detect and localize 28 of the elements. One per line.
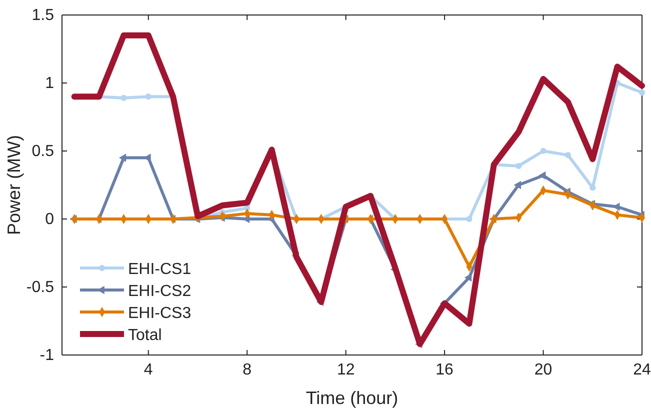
legend-label: EHI-CS1 — [128, 261, 192, 278]
legend-label: Total — [128, 327, 162, 344]
y-tick-label: 1.5 — [32, 7, 54, 24]
legend-label: EHI-CS2 — [128, 283, 192, 300]
y-tick-label: -0.5 — [26, 279, 54, 296]
x-tick-label: 4 — [144, 361, 153, 378]
point — [514, 180, 521, 190]
x-tick-label: 12 — [336, 361, 355, 378]
y-axis-title: Power (MW) — [4, 135, 24, 235]
point — [516, 162, 522, 170]
x-tick-label: 8 — [242, 361, 252, 378]
y-tick-label: -1 — [40, 347, 54, 364]
y-tick-label: 0.5 — [32, 143, 54, 160]
x-tick-label: 24 — [633, 361, 651, 378]
legend-label: EHI-CS3 — [128, 305, 192, 322]
x-tick-label: 20 — [534, 361, 552, 378]
point — [118, 154, 126, 162]
point — [540, 148, 546, 154]
point — [564, 152, 572, 158]
y-tick-label: 0 — [45, 211, 54, 228]
point — [120, 94, 127, 102]
y-tick-label: 1 — [45, 75, 54, 92]
point — [466, 216, 472, 222]
point — [638, 89, 646, 96]
x-axis-title: Time (hour) — [306, 388, 398, 408]
point — [145, 94, 152, 100]
point — [538, 171, 546, 180]
x-tick-label: 16 — [436, 361, 454, 378]
